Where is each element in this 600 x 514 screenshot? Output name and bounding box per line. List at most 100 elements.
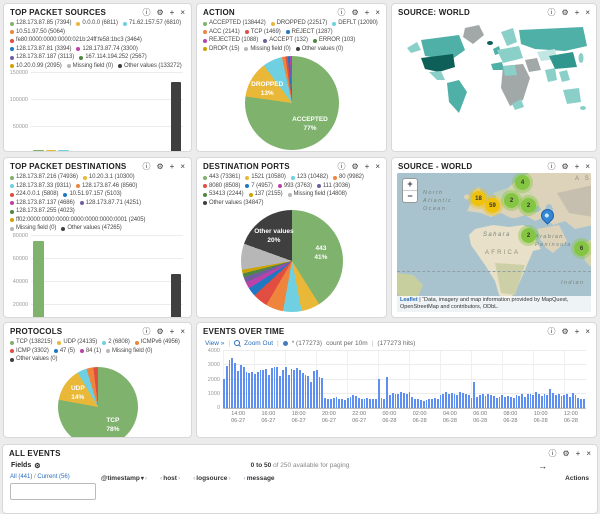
histogram-bar[interactable] — [366, 398, 368, 408]
legend-item[interactable]: 84 (1) — [80, 348, 101, 356]
gear-icon[interactable]: ⚙ — [156, 8, 163, 17]
move-icon[interactable]: + — [575, 162, 580, 171]
move-icon[interactable]: + — [365, 162, 370, 171]
gear-icon[interactable]: ⚙ — [561, 327, 568, 336]
move-column-right-icon[interactable]: › — [145, 475, 147, 482]
histogram-bar[interactable] — [262, 370, 264, 408]
histogram-bar[interactable] — [420, 400, 422, 408]
series-label[interactable]: * (177273) — [292, 340, 322, 347]
histogram-bar[interactable] — [372, 399, 374, 408]
info-icon[interactable]: ⓘ — [142, 327, 150, 336]
cluster-marker[interactable]: 18 — [471, 191, 486, 206]
legend-item[interactable]: 53413 (2244) — [203, 191, 244, 199]
histogram-bar[interactable] — [330, 399, 332, 408]
info-icon[interactable]: ⓘ — [547, 162, 555, 171]
histogram-bar[interactable] — [324, 398, 326, 408]
histogram-bar[interactable] — [440, 395, 442, 408]
histogram-bar[interactable] — [319, 377, 321, 408]
close-icon[interactable]: × — [585, 327, 590, 336]
legend-item[interactable]: 10.20.0.99 (2095) — [10, 63, 62, 71]
gear-icon[interactable]: ⚙ — [561, 8, 568, 17]
histogram-bar[interactable] — [282, 370, 284, 408]
legend-item[interactable]: ERROR (103) — [313, 37, 355, 45]
histogram-bar[interactable] — [226, 366, 228, 408]
histogram-bar[interactable] — [381, 398, 383, 408]
zoom-out-icon[interactable] — [234, 340, 240, 346]
histogram-bar[interactable] — [352, 395, 354, 408]
histogram-bar[interactable] — [313, 371, 315, 408]
legend-item[interactable]: DROPPED (22517) — [271, 20, 328, 28]
move-icon[interactable]: + — [576, 449, 581, 458]
histogram-bar[interactable] — [397, 394, 399, 408]
cluster-marker[interactable]: 2 — [504, 193, 519, 208]
legend-item[interactable]: 10.51.97.157 (5103) — [63, 191, 121, 199]
histogram-bar[interactable] — [403, 393, 405, 408]
zoom-out-link[interactable]: Zoom Out — [244, 340, 273, 347]
histogram-bar[interactable] — [569, 397, 571, 408]
leaflet-link[interactable]: Leaflet — [400, 297, 418, 303]
histogram-bar[interactable] — [291, 369, 293, 408]
cluster-marker[interactable]: 6 — [574, 241, 589, 256]
histogram-bar[interactable] — [465, 394, 467, 408]
info-icon[interactable]: ⓘ — [337, 8, 345, 17]
histogram-bar[interactable] — [471, 398, 473, 408]
zoom-in-button[interactable]: + — [403, 179, 417, 190]
world-choropleth-map[interactable] — [397, 20, 591, 146]
histogram-bar[interactable] — [462, 393, 464, 408]
histogram-bar[interactable] — [417, 399, 419, 408]
legend-item[interactable]: 1521 (10580) — [245, 174, 286, 182]
legend-item[interactable]: Missing field (0) — [67, 63, 113, 71]
legend-item[interactable]: 167.114.194.252 (2567) — [79, 54, 146, 62]
column-header-host[interactable]: ‹ host › — [160, 475, 180, 482]
histogram-bar[interactable] — [530, 394, 532, 408]
histogram-bar[interactable] — [336, 397, 338, 408]
gear-icon[interactable]: ⚙ — [562, 449, 569, 458]
histogram-bar[interactable] — [383, 399, 385, 408]
legend-item[interactable]: Missing field (0) — [106, 348, 152, 356]
legend-item[interactable]: 128.173.87.85 (7394) — [10, 20, 71, 28]
histogram-bar[interactable] — [229, 360, 231, 408]
close-icon[interactable]: × — [585, 8, 590, 17]
gear-icon[interactable]: ⚙ — [156, 327, 163, 336]
legend-item[interactable]: 80 (9982) — [333, 174, 364, 182]
close-icon[interactable]: × — [180, 8, 185, 17]
histogram-bar[interactable] — [501, 395, 503, 408]
move-column-right-icon[interactable]: › — [228, 475, 230, 482]
histogram-bar[interactable] — [451, 393, 453, 408]
histogram-bar[interactable] — [338, 399, 340, 408]
histogram-bar[interactable] — [248, 373, 250, 408]
legend-item[interactable]: 111 (3036) — [317, 183, 350, 191]
histogram-bar[interactable] — [246, 372, 248, 408]
info-icon[interactable]: ⓘ — [547, 327, 555, 336]
legend-item[interactable]: Other values (0) — [10, 356, 57, 364]
histogram-bar[interactable] — [454, 394, 456, 408]
legend-item[interactable]: REJECTED (1088) — [203, 37, 258, 45]
histogram-bar[interactable] — [310, 382, 312, 408]
histogram-bar[interactable] — [448, 394, 450, 408]
legend-item[interactable]: UDP (24135) — [57, 339, 97, 347]
histogram-bar[interactable] — [260, 370, 262, 408]
histogram-bar[interactable] — [302, 373, 304, 408]
move-column-left-icon[interactable]: ‹ — [244, 475, 246, 482]
legend-item[interactable]: ACCEPTED (138442) — [203, 20, 266, 28]
histogram-bar[interactable] — [285, 367, 287, 408]
histogram-bar[interactable] — [434, 398, 436, 408]
histogram-bar[interactable] — [516, 395, 518, 408]
histogram-bar[interactable] — [389, 395, 391, 408]
legend-item[interactable]: TCP (138215) — [10, 339, 52, 347]
legend-item[interactable]: 128.173.87.137 (4686) — [10, 200, 75, 208]
legend-item[interactable]: ACCEPT (132) — [263, 37, 308, 45]
histogram-bar[interactable] — [428, 399, 430, 408]
histogram-bar[interactable] — [240, 365, 242, 408]
histogram-bar[interactable] — [521, 394, 523, 408]
histogram-bar[interactable] — [476, 397, 478, 408]
histogram-bar[interactable] — [296, 368, 298, 408]
legend-item[interactable]: 128.173.87.81 (3394) — [10, 46, 71, 54]
legend-item[interactable]: ff02:0000:0000:0000:0000:0000:0000:0001 … — [10, 217, 145, 225]
histogram-bar[interactable] — [468, 395, 470, 408]
next-page-arrow[interactable]: → — [538, 461, 547, 471]
legend-item[interactable]: 47 (5) — [54, 348, 75, 356]
